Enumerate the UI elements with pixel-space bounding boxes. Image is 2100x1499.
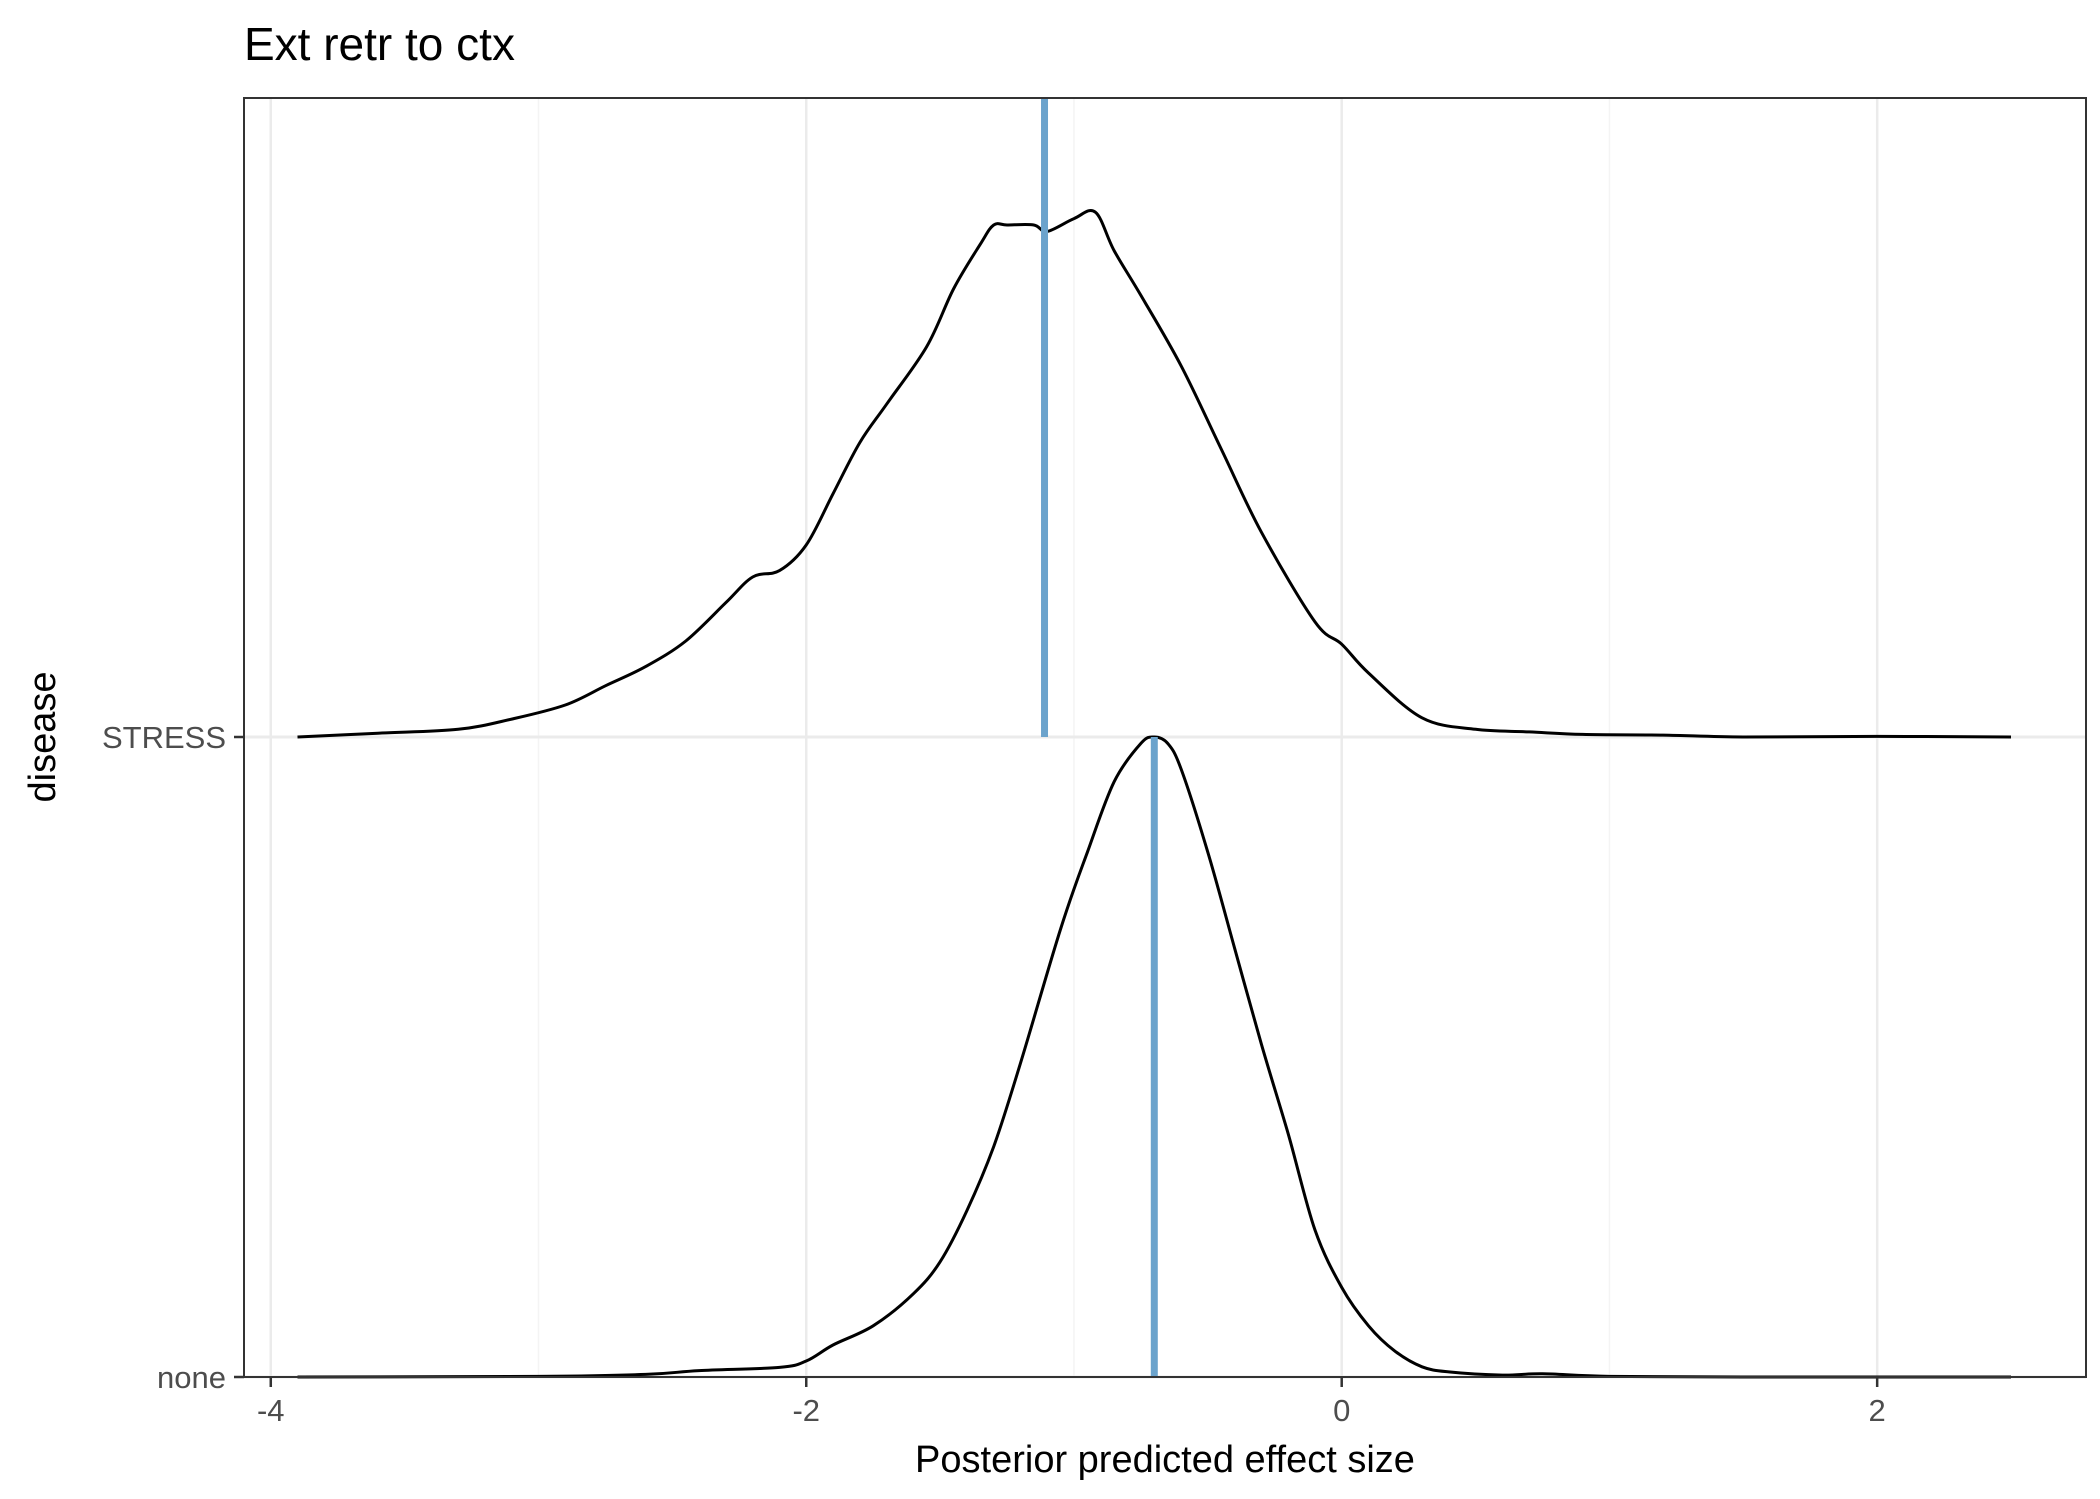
chart-title: Ext retr to ctx xyxy=(244,18,515,70)
x-tick-label: -2 xyxy=(792,1393,820,1428)
y-tick-label: none xyxy=(157,1360,226,1395)
axis-layer: -4 -2 0 2 none STRESS xyxy=(102,720,1886,1428)
x-tick-label: -4 xyxy=(257,1393,285,1428)
y-axis-title: disease xyxy=(22,672,64,803)
x-tick-label: 2 xyxy=(1869,1393,1886,1428)
density-curve-stress xyxy=(297,209,2012,739)
median-layer xyxy=(1041,98,1158,1377)
x-axis-title: Posterior predicted effect size xyxy=(915,1439,1415,1481)
y-tick-label: STRESS xyxy=(102,720,226,755)
x-tick-label: 0 xyxy=(1333,1393,1350,1428)
